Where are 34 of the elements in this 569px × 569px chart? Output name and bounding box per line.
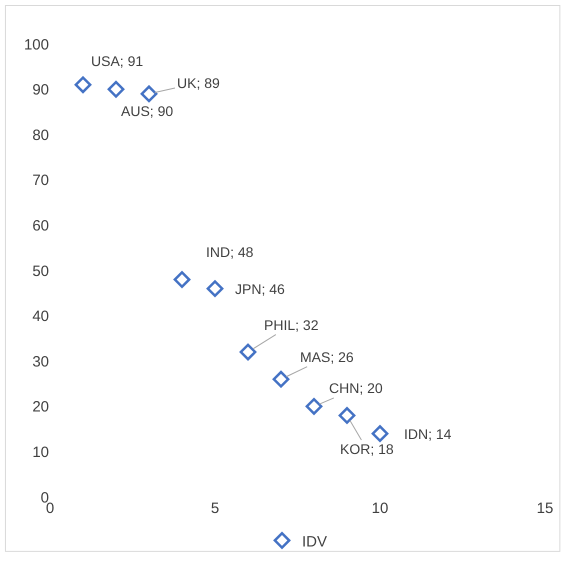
point	[372, 425, 388, 442]
y-tick-label: 30	[32, 353, 49, 370]
data-label: IND; 48	[206, 244, 254, 260]
data-label: CHN; 20	[329, 380, 383, 396]
y-tick-label: 80	[32, 126, 49, 144]
point	[108, 80, 124, 98]
point	[240, 344, 256, 360]
x-tick-label: 15	[536, 500, 554, 517]
data-label: IDN; 14	[404, 426, 452, 442]
legend-label: IDV	[302, 533, 328, 550]
point	[338, 407, 356, 424]
y-tick-label: 40	[32, 308, 49, 326]
data-label: PHIL; 32	[264, 317, 319, 333]
y-tick-label: 10	[32, 444, 49, 461]
data-label: USA; 91	[91, 53, 144, 69]
y-tick-label: 100	[24, 36, 49, 54]
y-tick-label: 90	[32, 82, 49, 99]
data-label: AUS; 90	[121, 103, 174, 119]
point	[174, 271, 190, 288]
y-tick-label: 60	[32, 217, 49, 234]
y-tick-label: 20	[32, 398, 49, 416]
x-tick-label: 10	[372, 500, 388, 517]
y-tick-label: 70	[32, 172, 49, 190]
y-tick-label: 50	[32, 262, 49, 280]
point	[74, 76, 92, 94]
data-label: JPN; 46	[235, 281, 286, 297]
point	[140, 85, 158, 102]
data-label: UK; 89	[177, 75, 220, 91]
point	[306, 398, 322, 415]
point	[272, 370, 290, 388]
data-label: MAS; 26	[300, 349, 354, 365]
x-tick-label: 5	[210, 500, 220, 517]
data-label: KOR; 18	[340, 441, 394, 457]
point	[206, 280, 224, 298]
